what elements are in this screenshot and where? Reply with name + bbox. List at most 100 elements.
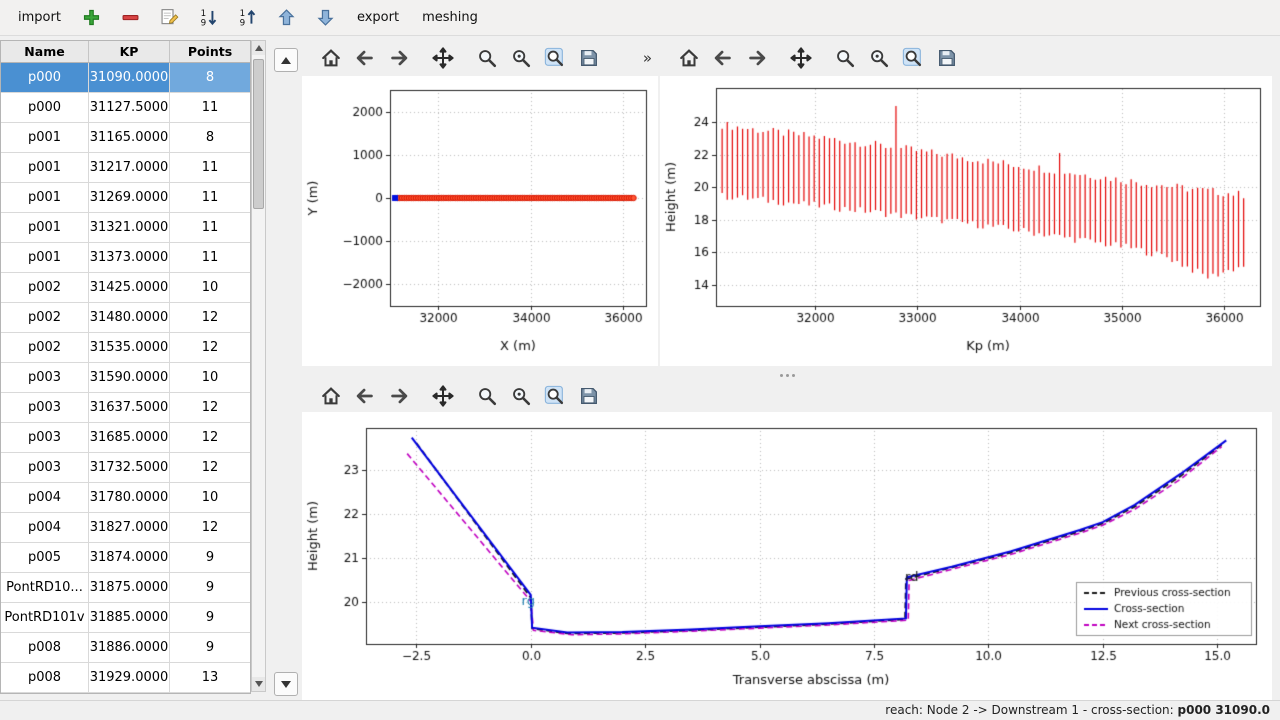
table-cell[interactable]: 12: [170, 513, 250, 542]
home-button[interactable]: [316, 381, 346, 411]
table-cell[interactable]: p003: [1, 393, 89, 422]
home-button[interactable]: [316, 43, 346, 73]
save-button[interactable]: [574, 381, 604, 411]
table-row[interactable]: p00831886.00009: [1, 633, 250, 663]
table-cell[interactable]: 31886.0000: [89, 633, 170, 662]
table-cell[interactable]: 13: [170, 663, 250, 692]
zoom-original-button[interactable]: [506, 43, 536, 73]
save-button[interactable]: [574, 43, 604, 73]
table-cell[interactable]: p000: [1, 63, 89, 92]
home-button[interactable]: [674, 43, 704, 73]
table-scrollbar-thumb[interactable]: [253, 59, 264, 209]
table-cell[interactable]: 31373.0000: [89, 243, 170, 272]
table-cell[interactable]: 31590.0000: [89, 363, 170, 392]
edit-button[interactable]: [156, 4, 184, 32]
table-row[interactable]: p00331590.000010: [1, 363, 250, 393]
table-cell[interactable]: 8: [170, 123, 250, 152]
table-scrollbar[interactable]: [251, 40, 266, 692]
table-cell[interactable]: 11: [170, 153, 250, 182]
table-cell[interactable]: 31874.0000: [89, 543, 170, 572]
table-row[interactable]: p00131321.000011: [1, 213, 250, 243]
table-cell[interactable]: 31885.0000: [89, 603, 170, 632]
table-cell[interactable]: 31480.0000: [89, 303, 170, 332]
table-row[interactable]: p00531874.00009: [1, 543, 250, 573]
move-down-button[interactable]: [312, 4, 340, 32]
table-cell[interactable]: PontRD101v: [1, 603, 89, 632]
table-cell[interactable]: 12: [170, 333, 250, 362]
table-cell[interactable]: 31929.0000: [89, 663, 170, 692]
save-button[interactable]: [932, 43, 962, 73]
back-button[interactable]: [350, 43, 380, 73]
table-cell[interactable]: 31535.0000: [89, 333, 170, 362]
table-row[interactable]: PontRD101v31885.00009: [1, 603, 250, 633]
export-button[interactable]: export: [351, 6, 405, 29]
table-cell[interactable]: 31090.0000: [89, 63, 170, 92]
zoom-original-button[interactable]: [506, 381, 536, 411]
table-cell[interactable]: 12: [170, 393, 250, 422]
table-cell[interactable]: p003: [1, 363, 89, 392]
table-cell[interactable]: p004: [1, 513, 89, 542]
table-cell[interactable]: p003: [1, 423, 89, 452]
table-row[interactable]: p00331637.500012: [1, 393, 250, 423]
table-row[interactable]: p00431780.000010: [1, 483, 250, 513]
table-row[interactable]: p00231425.000010: [1, 273, 250, 303]
table-cell[interactable]: p002: [1, 333, 89, 362]
table-cell[interactable]: 31780.0000: [89, 483, 170, 512]
zoom-button[interactable]: [472, 381, 502, 411]
forward-button[interactable]: [384, 381, 414, 411]
table-cell[interactable]: 12: [170, 303, 250, 332]
table-cell[interactable]: 31637.5000: [89, 393, 170, 422]
table-cell[interactable]: 31217.0000: [89, 153, 170, 182]
table-row[interactable]: p00231535.000012: [1, 333, 250, 363]
table-cell[interactable]: PontRD10...: [1, 573, 89, 602]
plan-view-plot[interactable]: [302, 76, 658, 366]
table-cell[interactable]: 31685.0000: [89, 423, 170, 452]
table-cell[interactable]: 31827.0000: [89, 513, 170, 542]
table-cell[interactable]: p001: [1, 183, 89, 212]
table-cell[interactable]: 31127.5000: [89, 93, 170, 122]
table-cell[interactable]: 11: [170, 93, 250, 122]
zoom-button[interactable]: [830, 43, 860, 73]
table-row[interactable]: p00331685.000012: [1, 423, 250, 453]
table-row[interactable]: p00831929.000013: [1, 663, 250, 693]
meshing-button[interactable]: meshing: [416, 6, 484, 29]
table-cell[interactable]: 9: [170, 573, 250, 602]
table-cell[interactable]: p001: [1, 153, 89, 182]
back-button[interactable]: [350, 381, 380, 411]
table-cell[interactable]: 8: [170, 63, 250, 92]
table-row[interactable]: p00131217.000011: [1, 153, 250, 183]
table-scroll-down-icon[interactable]: [252, 677, 265, 691]
table-cell[interactable]: p003: [1, 453, 89, 482]
table-row[interactable]: p00331732.500012: [1, 453, 250, 483]
table-cell[interactable]: 10: [170, 273, 250, 302]
table-cell[interactable]: p001: [1, 213, 89, 242]
table-cell[interactable]: p008: [1, 633, 89, 662]
table-cell[interactable]: 9: [170, 603, 250, 632]
table-cell[interactable]: p002: [1, 273, 89, 302]
column-header-points[interactable]: Points: [170, 41, 250, 62]
table-row[interactable]: PontRD10...31875.00009: [1, 573, 250, 603]
zoom-button[interactable]: [472, 43, 502, 73]
table-cell[interactable]: 31165.0000: [89, 123, 170, 152]
remove-cross-section-button[interactable]: [117, 4, 145, 32]
zoom-region-button[interactable]: [540, 381, 570, 411]
table-row[interactable]: p00431827.000012: [1, 513, 250, 543]
table-cell[interactable]: p001: [1, 243, 89, 272]
back-button[interactable]: [708, 43, 738, 73]
longitudinal-profile-plot[interactable]: [660, 76, 1272, 366]
table-cell[interactable]: 31321.0000: [89, 213, 170, 242]
table-cell[interactable]: 31875.0000: [89, 573, 170, 602]
table-row[interactable]: p00231480.000012: [1, 303, 250, 333]
table-cell[interactable]: 11: [170, 213, 250, 242]
move-up-button[interactable]: [273, 4, 301, 32]
table-row[interactable]: p00131269.000011: [1, 183, 250, 213]
table-cell[interactable]: 12: [170, 423, 250, 452]
table-cell[interactable]: 10: [170, 483, 250, 512]
sort-ascending-button[interactable]: 19: [195, 4, 223, 32]
import-button[interactable]: import: [12, 6, 67, 29]
table-cell[interactable]: 9: [170, 633, 250, 662]
pan-button[interactable]: [428, 381, 458, 411]
table-cell[interactable]: 31269.0000: [89, 183, 170, 212]
table-row[interactable]: p00131373.000011: [1, 243, 250, 273]
column-header-kp[interactable]: KP: [89, 41, 170, 62]
